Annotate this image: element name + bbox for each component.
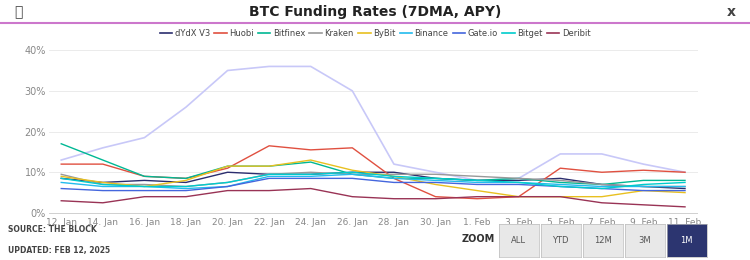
Text: ZOOM: ZOOM (461, 234, 494, 244)
Text: BTC Funding Rates (7DMA, APY): BTC Funding Rates (7DMA, APY) (249, 5, 501, 19)
Text: ALL: ALL (512, 236, 526, 245)
Text: YTD: YTD (553, 236, 569, 245)
Text: 3M: 3M (638, 236, 651, 245)
Text: ⧆: ⧆ (14, 5, 23, 19)
Text: x: x (727, 5, 736, 19)
Text: 12M: 12M (594, 236, 611, 245)
Text: UPDATED: FEB 12, 2025: UPDATED: FEB 12, 2025 (8, 246, 109, 255)
Text: 1M: 1M (680, 236, 693, 245)
Text: SOURCE: THE BLOCK: SOURCE: THE BLOCK (8, 225, 96, 234)
Legend: dYdX V3, Huobi, Bitfinex, Kraken, ByBit, Binance, Gate.io, Bitget, Deribit: dYdX V3, Huobi, Bitfinex, Kraken, ByBit,… (160, 29, 590, 37)
